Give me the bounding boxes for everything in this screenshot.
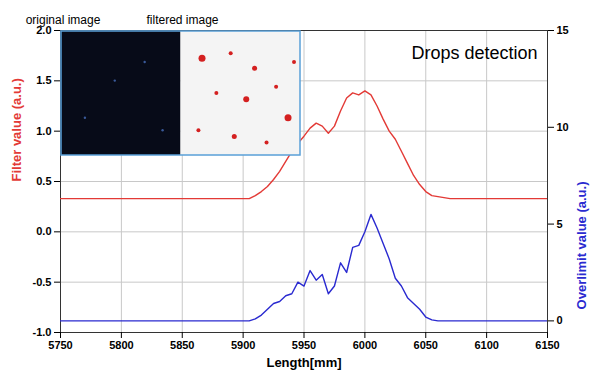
svg-text:Overlimit value (a.u.): Overlimit value (a.u.) [574, 182, 589, 310]
svg-text:0: 0 [557, 314, 563, 326]
svg-text:6150: 6150 [535, 339, 559, 351]
svg-text:-0.5: -0.5 [33, 276, 52, 288]
svg-text:filtered image: filtered image [146, 13, 218, 27]
svg-text:Filter value (a.u.): Filter value (a.u.) [9, 78, 24, 181]
svg-text:5900: 5900 [231, 339, 255, 351]
svg-text:6000: 6000 [353, 339, 377, 351]
svg-text:1.0: 1.0 [36, 125, 51, 137]
svg-text:0.0: 0.0 [36, 225, 51, 237]
svg-text:6100: 6100 [474, 339, 498, 351]
svg-text:6050: 6050 [414, 339, 438, 351]
svg-text:15: 15 [557, 24, 569, 36]
svg-text:5950: 5950 [292, 339, 316, 351]
svg-text:original image: original image [26, 13, 101, 27]
svg-text:-1.0: -1.0 [33, 326, 52, 338]
svg-text:5800: 5800 [109, 339, 133, 351]
svg-text:5750: 5750 [48, 339, 72, 351]
svg-text:10: 10 [557, 121, 569, 133]
svg-text:0.5: 0.5 [36, 175, 51, 187]
svg-text:Length[mm]: Length[mm] [266, 355, 341, 370]
svg-text:Drops detection: Drops detection [411, 43, 537, 63]
svg-text:2.0: 2.0 [36, 24, 52, 36]
svg-text:5: 5 [557, 218, 563, 230]
svg-text:5850: 5850 [170, 339, 194, 351]
svg-text:1.5: 1.5 [36, 74, 51, 86]
